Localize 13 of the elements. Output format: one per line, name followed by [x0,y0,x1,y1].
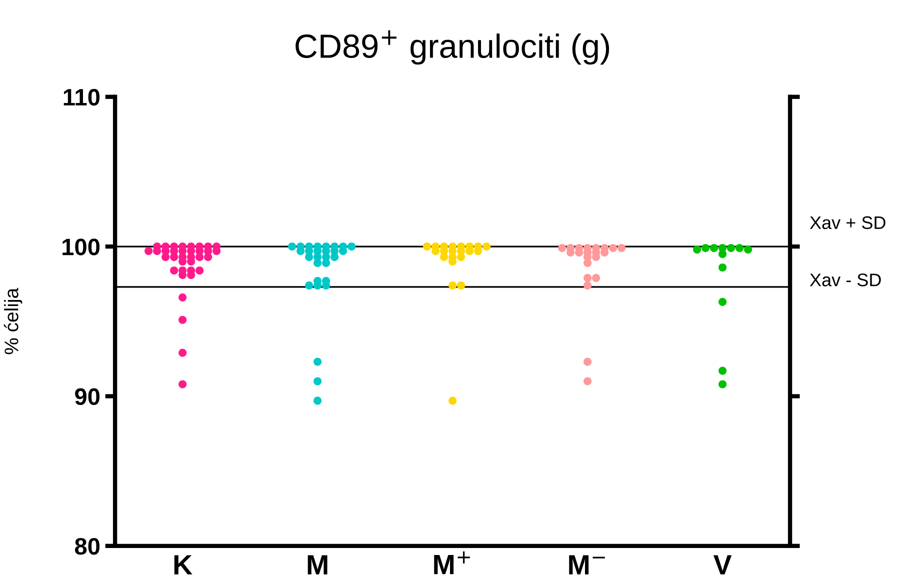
y-tick-label: 110 [64,88,100,106]
ref-line-label: Xav - SD [810,274,881,286]
y-tick-label: 80 [74,538,100,555]
y-tick-label: 100 [62,238,100,256]
x-tick-label: M [308,555,328,574]
chart-title: CD89$^{+}$ granulociti (g) [296,30,610,65]
y-tick-label: 90 [75,388,100,406]
x-tick-label: M$^{+}$ [434,551,470,574]
y-axis-title: % ćelija [4,288,22,354]
x-tick-label: V [713,555,732,574]
x-tick-label: K [174,555,192,574]
ref-line-label: Xav + SD [810,216,886,230]
x-tick-label: M$^{−}$ [569,555,605,574]
